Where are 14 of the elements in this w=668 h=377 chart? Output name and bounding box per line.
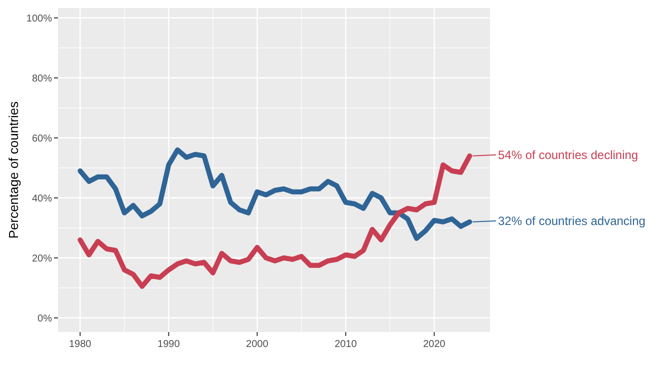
y-tick-label: 80% — [32, 73, 52, 84]
y-tick-label: 40% — [32, 193, 52, 204]
x-tick-label: 2000 — [246, 339, 269, 350]
x-tick-label: 1980 — [69, 339, 92, 350]
x-tick-label: 2020 — [423, 339, 446, 350]
x-tick-label: 1990 — [158, 339, 180, 350]
annotation: 54% of countries declining — [498, 148, 638, 162]
y-tick-label: 20% — [32, 253, 52, 264]
y-axis-title: Percentage of countries — [6, 100, 21, 239]
annotation: 32% of countries advancing — [498, 214, 646, 228]
y-tick-label: 0% — [38, 313, 52, 324]
y-tick-label: 100% — [26, 13, 52, 24]
x-tick-label: 2010 — [334, 339, 358, 350]
y-tick-label: 60% — [32, 133, 52, 144]
